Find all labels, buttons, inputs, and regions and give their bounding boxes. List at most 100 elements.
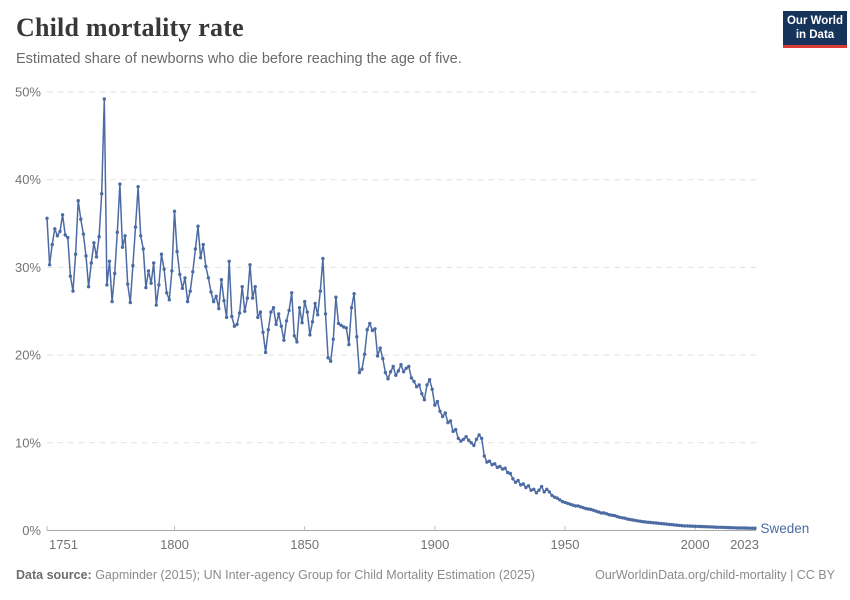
data-point[interactable] xyxy=(89,261,94,265)
data-point[interactable] xyxy=(172,209,177,213)
data-point[interactable] xyxy=(493,462,497,466)
data-point[interactable] xyxy=(157,283,161,287)
data-point[interactable] xyxy=(313,301,317,306)
data-point[interactable] xyxy=(334,295,338,299)
data-point[interactable] xyxy=(321,256,325,261)
data-point[interactable] xyxy=(303,299,307,304)
data-point[interactable] xyxy=(547,490,552,494)
data-point[interactable] xyxy=(667,522,671,527)
data-point[interactable] xyxy=(365,328,369,332)
data-point[interactable] xyxy=(245,296,250,300)
data-point[interactable] xyxy=(118,182,122,186)
data-point[interactable] xyxy=(701,524,705,529)
data-point[interactable] xyxy=(745,526,749,530)
data-point[interactable] xyxy=(594,509,598,513)
data-point[interactable] xyxy=(368,321,372,326)
data-point[interactable] xyxy=(599,511,604,515)
data-point[interactable] xyxy=(644,520,648,524)
data-point[interactable] xyxy=(355,335,359,339)
data-point[interactable] xyxy=(602,511,606,515)
data-point[interactable] xyxy=(243,309,247,313)
data-point[interactable] xyxy=(92,241,96,245)
data-point[interactable] xyxy=(383,370,388,375)
data-point[interactable] xyxy=(271,306,276,310)
data-point[interactable] xyxy=(76,199,80,203)
data-point[interactable] xyxy=(126,282,130,286)
data-point[interactable] xyxy=(610,513,614,517)
data-point[interactable] xyxy=(81,232,86,236)
data-point[interactable] xyxy=(732,526,736,530)
data-point[interactable] xyxy=(113,271,117,276)
data-point[interactable] xyxy=(703,525,708,529)
data-point[interactable] xyxy=(503,466,507,470)
data-point[interactable] xyxy=(753,526,757,530)
data-point[interactable] xyxy=(719,525,723,529)
data-point[interactable] xyxy=(464,435,468,439)
data-point[interactable] xyxy=(498,464,502,469)
data-point[interactable] xyxy=(425,383,429,387)
data-point[interactable] xyxy=(612,513,617,518)
data-point[interactable] xyxy=(175,249,179,254)
data-point[interactable] xyxy=(357,370,362,375)
data-point[interactable] xyxy=(248,263,252,267)
data-point[interactable] xyxy=(86,285,91,289)
data-point[interactable] xyxy=(232,324,237,328)
data-point[interactable] xyxy=(495,465,499,470)
data-point[interactable] xyxy=(506,470,510,475)
data-point[interactable] xyxy=(63,233,67,237)
data-point[interactable] xyxy=(84,254,88,258)
data-point[interactable] xyxy=(391,364,395,369)
data-point[interactable] xyxy=(342,325,346,329)
data-point[interactable] xyxy=(414,385,419,389)
data-point[interactable] xyxy=(191,270,195,274)
data-point[interactable] xyxy=(440,414,445,419)
data-point[interactable] xyxy=(539,484,544,489)
data-point[interactable] xyxy=(511,477,515,481)
mortality-line[interactable] xyxy=(46,98,756,530)
data-point[interactable] xyxy=(427,378,432,382)
data-point[interactable] xyxy=(740,526,744,530)
data-point[interactable] xyxy=(141,247,145,251)
data-point[interactable] xyxy=(737,526,742,530)
data-point[interactable] xyxy=(240,285,244,289)
data-point[interactable] xyxy=(625,517,630,521)
data-point[interactable] xyxy=(300,321,304,325)
data-series-sweden[interactable] xyxy=(45,97,757,530)
data-point[interactable] xyxy=(263,350,268,355)
data-point[interactable] xyxy=(360,367,364,371)
data-point[interactable] xyxy=(183,276,187,280)
data-point[interactable] xyxy=(722,525,726,530)
data-point[interactable] xyxy=(654,521,658,525)
data-point[interactable] xyxy=(480,436,484,441)
data-point[interactable] xyxy=(482,454,486,458)
data-point[interactable] xyxy=(521,482,525,486)
data-point[interactable] xyxy=(217,306,221,311)
data-point[interactable] xyxy=(308,333,312,337)
data-point[interactable] xyxy=(565,501,570,505)
data-point[interactable] xyxy=(555,496,559,500)
data-point[interactable] xyxy=(362,352,367,356)
data-point[interactable] xyxy=(154,303,158,307)
data-point[interactable] xyxy=(73,252,78,256)
data-point[interactable] xyxy=(394,373,398,377)
data-point[interactable] xyxy=(532,487,536,491)
owid-logo[interactable]: Our World in Data xyxy=(783,11,847,48)
data-point[interactable] xyxy=(657,521,661,525)
data-point[interactable] xyxy=(349,306,354,310)
data-point[interactable] xyxy=(206,276,211,280)
data-point[interactable] xyxy=(693,524,697,528)
data-point[interactable] xyxy=(399,363,403,367)
data-point[interactable] xyxy=(591,508,596,512)
data-point[interactable] xyxy=(412,379,416,384)
data-point[interactable] xyxy=(146,269,151,273)
data-point[interactable] xyxy=(282,338,286,342)
data-point[interactable] xyxy=(519,483,523,487)
data-point[interactable] xyxy=(128,300,132,305)
data-point[interactable] xyxy=(193,247,198,251)
data-point[interactable] xyxy=(188,289,192,293)
data-point[interactable] xyxy=(53,227,57,231)
data-point[interactable] xyxy=(685,524,689,528)
data-point[interactable] xyxy=(748,526,752,530)
data-point[interactable] xyxy=(571,503,575,507)
data-point[interactable] xyxy=(485,460,489,464)
